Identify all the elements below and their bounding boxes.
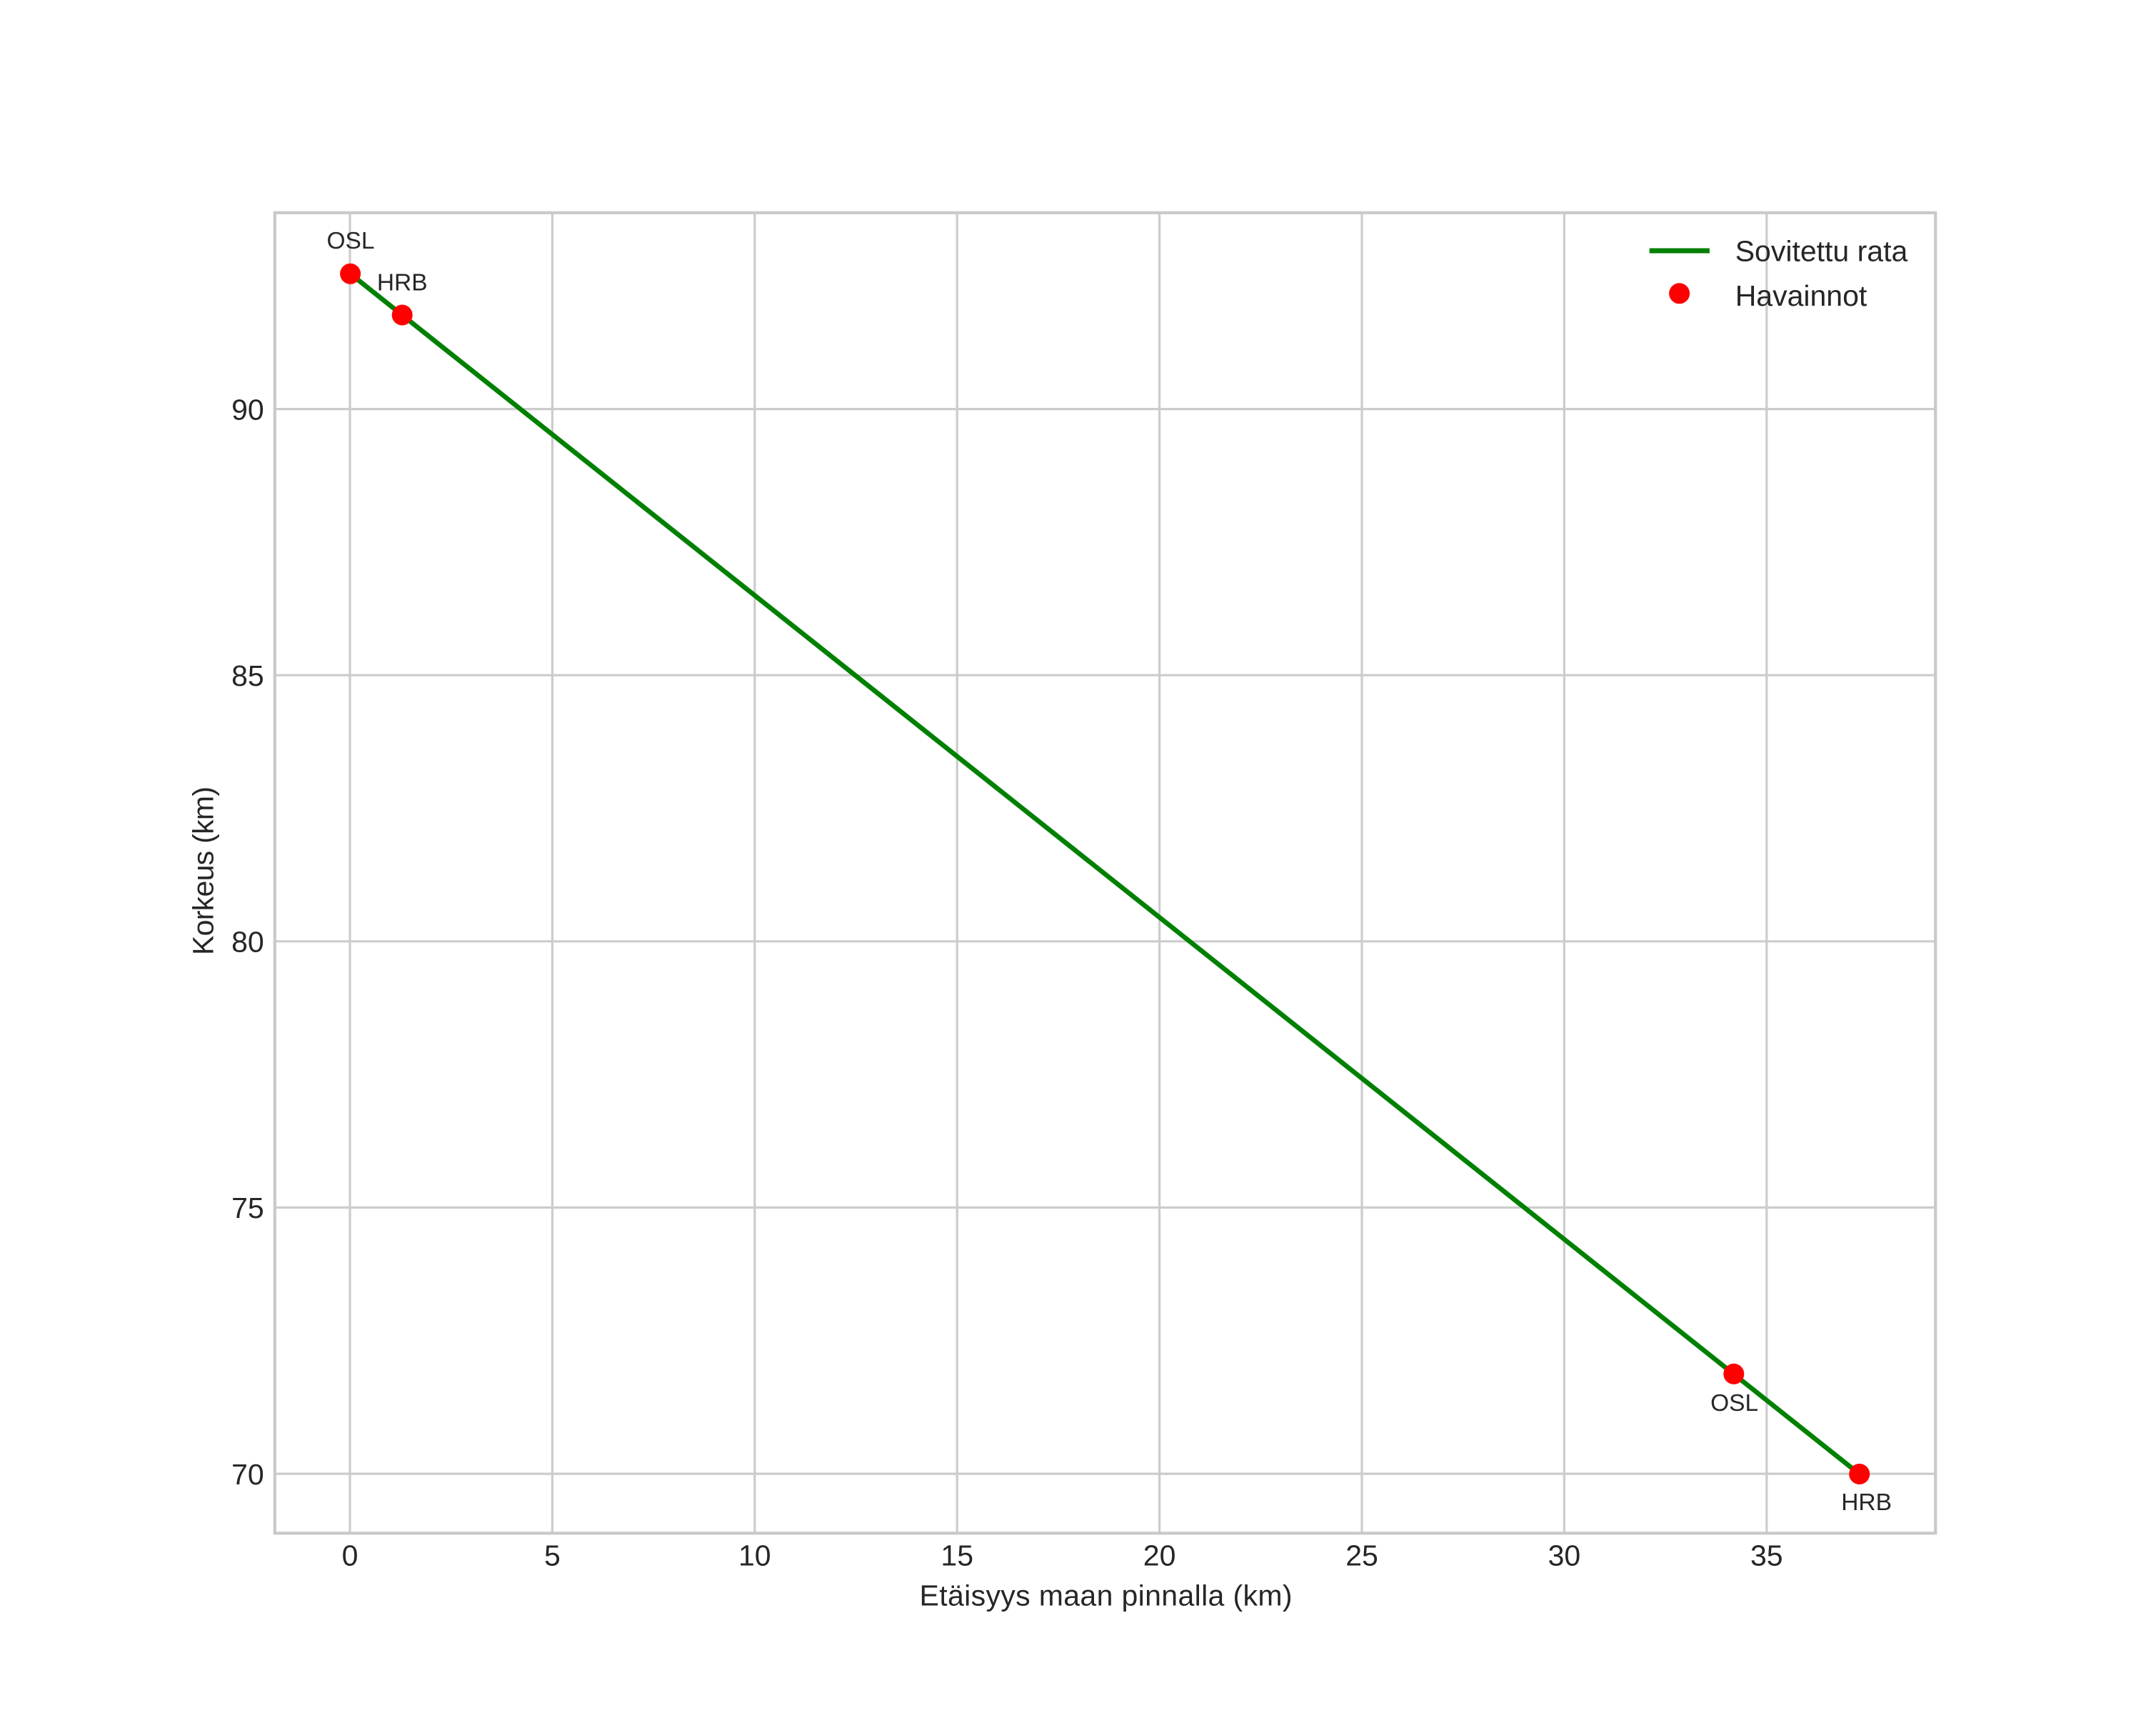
svg-text:75: 75 — [231, 1192, 264, 1224]
svg-text:15: 15 — [941, 1539, 973, 1572]
svg-text:HRB: HRB — [1841, 1489, 1892, 1516]
svg-text:90: 90 — [231, 393, 264, 426]
svg-text:70: 70 — [231, 1458, 264, 1491]
svg-text:HRB: HRB — [377, 270, 428, 296]
svg-text:10: 10 — [738, 1539, 771, 1572]
svg-text:25: 25 — [1345, 1539, 1378, 1572]
svg-text:5: 5 — [544, 1539, 561, 1572]
svg-text:Etäisyys maan pinnalla (km): Etäisyys maan pinnalla (km) — [920, 1579, 1293, 1612]
svg-text:Sovitettu rata: Sovitettu rata — [1735, 234, 1908, 267]
svg-text:0: 0 — [342, 1539, 359, 1572]
svg-text:OSL: OSL — [1710, 1390, 1758, 1417]
svg-text:35: 35 — [1750, 1539, 1783, 1572]
svg-text:30: 30 — [1548, 1539, 1581, 1572]
svg-text:85: 85 — [231, 659, 264, 692]
svg-text:OSL: OSL — [326, 228, 374, 254]
svg-text:Havainnot: Havainnot — [1735, 279, 1867, 312]
svg-text:Korkeus (km): Korkeus (km) — [187, 786, 220, 955]
svg-text:80: 80 — [231, 926, 264, 959]
svg-text:20: 20 — [1143, 1539, 1176, 1572]
